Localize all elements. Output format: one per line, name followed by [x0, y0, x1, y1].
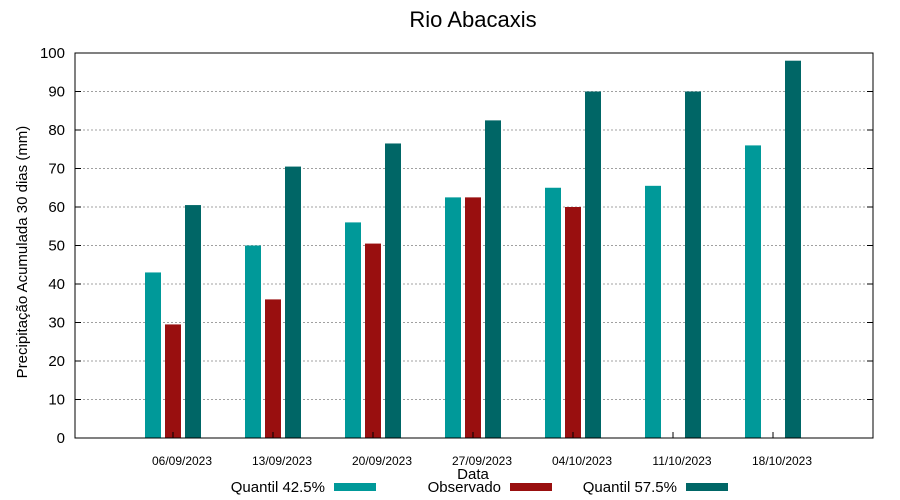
- bar: [645, 185, 661, 438]
- x-tick-label: 06/09/2023: [152, 454, 212, 468]
- y-tick-label: 100: [40, 45, 65, 62]
- y-axis-label: Precipitação Acumulada 30 dias (mm): [14, 126, 31, 379]
- bar: [485, 120, 501, 438]
- legend-swatch: [334, 483, 376, 491]
- y-tick-label: 50: [48, 238, 65, 255]
- y-tick-label: 40: [48, 276, 65, 293]
- chart-title: Rio Abacaxis: [409, 7, 536, 32]
- legend-swatch: [686, 483, 728, 491]
- x-ticks: 06/09/2023 13/09/2023 20/09/2023 27/09/2023…: [152, 432, 812, 468]
- x-tick-label: 18/10/2023: [752, 454, 812, 468]
- y-tick-label: 30: [48, 315, 65, 332]
- legend-label: Quantil 42.5%: [231, 479, 325, 496]
- y-tick-label: 90: [48, 84, 65, 101]
- y-tick-label: 10: [48, 392, 65, 409]
- y-tick-label: 20: [48, 353, 65, 370]
- bar: [565, 207, 581, 438]
- bar: [165, 324, 181, 438]
- x-tick-label: 11/10/2023: [652, 454, 711, 468]
- bar: [265, 299, 281, 438]
- y-tick-label: 60: [48, 199, 65, 216]
- legend-swatch: [510, 483, 552, 491]
- bar: [545, 187, 561, 438]
- x-tick-label: 27/09/2023: [452, 454, 512, 468]
- bar: [685, 91, 701, 438]
- y-tick-label: 0: [57, 430, 65, 447]
- x-tick-label: 04/10/2023: [552, 454, 612, 468]
- bar: [365, 243, 381, 438]
- y-ticks: 0 10 20 30 40 50 60 70 80 90 100: [40, 45, 873, 447]
- legend-label: Quantil 57.5%: [583, 479, 677, 496]
- bar: [385, 143, 401, 438]
- y-tick-label: 80: [48, 122, 65, 139]
- bar: [145, 272, 161, 438]
- bar: [445, 197, 461, 438]
- bar: [345, 222, 361, 438]
- bar: [745, 145, 761, 438]
- legend: Quantil 42.5% Observado Quantil 57.5%: [231, 479, 728, 496]
- x-tick-label: 13/09/2023: [252, 454, 312, 468]
- bar: [285, 166, 301, 438]
- bar: [185, 205, 201, 438]
- bar: [785, 60, 801, 438]
- bar: [585, 91, 601, 438]
- bar: [245, 245, 261, 438]
- bars: [145, 60, 801, 438]
- gridlines: [75, 91, 873, 400]
- legend-label: Observado: [428, 479, 501, 496]
- x-tick-label: 20/09/2023: [352, 454, 412, 468]
- x-axis-label: Data: [457, 466, 489, 483]
- bar: [465, 197, 481, 438]
- y-tick-label: 70: [48, 161, 65, 178]
